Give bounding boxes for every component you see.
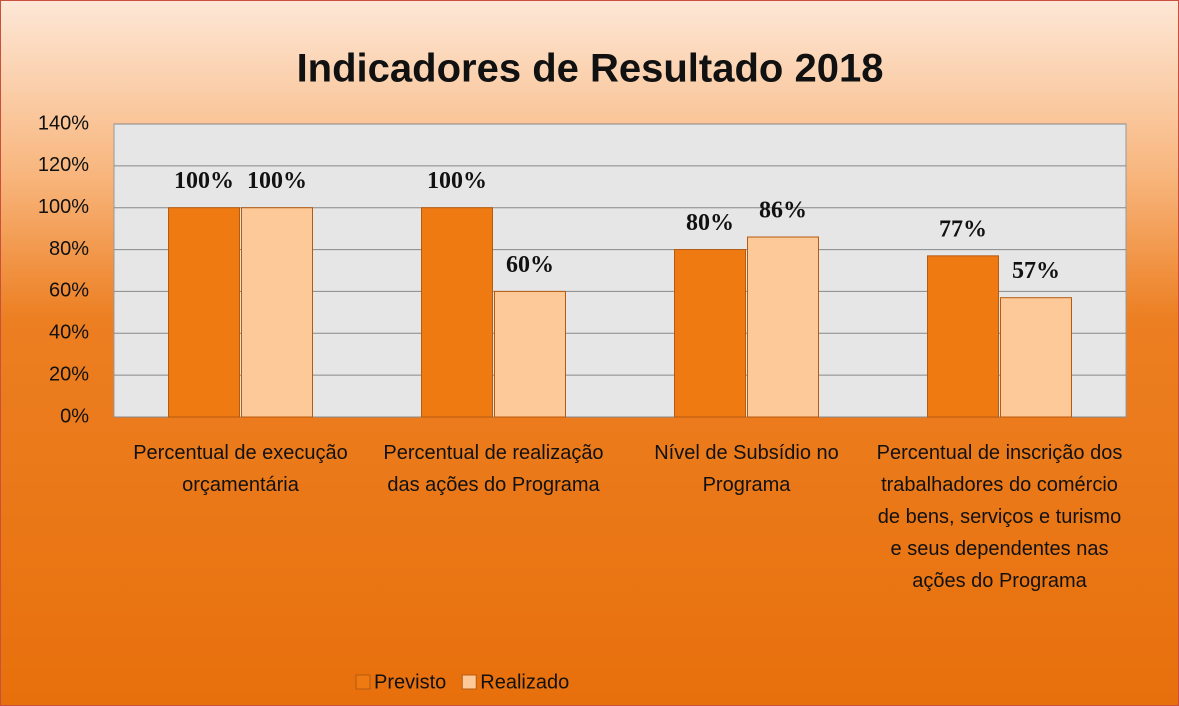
- y-tick-label: 100%: [38, 196, 89, 218]
- bar: [494, 290, 566, 418]
- x-tick-label: Percentual de inscrição dos trabalhadore…: [876, 442, 1123, 592]
- bar: [674, 249, 746, 418]
- bar: [747, 236, 819, 418]
- y-tick-label: 60%: [49, 280, 89, 302]
- legend-label: Previsto: [374, 671, 446, 693]
- data-label: 57%: [1012, 258, 1060, 284]
- data-label: 77%: [939, 216, 987, 242]
- x-tick-label: Percentual de execução orçamentária: [133, 442, 348, 496]
- bar: [241, 207, 313, 418]
- y-tick-label: 120%: [38, 154, 89, 176]
- y-tick-label: 0%: [60, 405, 89, 427]
- legend-marker: [355, 674, 371, 690]
- y-tick-label: 20%: [49, 363, 89, 385]
- legend-marker: [461, 674, 477, 690]
- chart-title: Indicadores de Resultado 2018: [297, 47, 884, 91]
- data-label: 60%: [506, 252, 554, 278]
- legend-label: Realizado: [480, 671, 569, 693]
- x-tick-label: Nível de Subsídio no Programa: [654, 442, 839, 496]
- y-tick-label: 40%: [49, 322, 89, 344]
- data-label: 86%: [759, 198, 807, 224]
- y-tick-label: 80%: [49, 238, 89, 260]
- y-tick-label: 140%: [38, 112, 89, 134]
- data-label: 100%: [247, 168, 307, 194]
- bar: [1000, 297, 1072, 418]
- bar: [927, 255, 999, 418]
- bar: [421, 207, 493, 418]
- data-label: 100%: [174, 168, 234, 194]
- data-label: 80%: [686, 210, 734, 236]
- data-label: 100%: [427, 168, 487, 194]
- bar: [168, 207, 240, 418]
- x-tick-label: Percentual de realização das ações do Pr…: [383, 442, 604, 496]
